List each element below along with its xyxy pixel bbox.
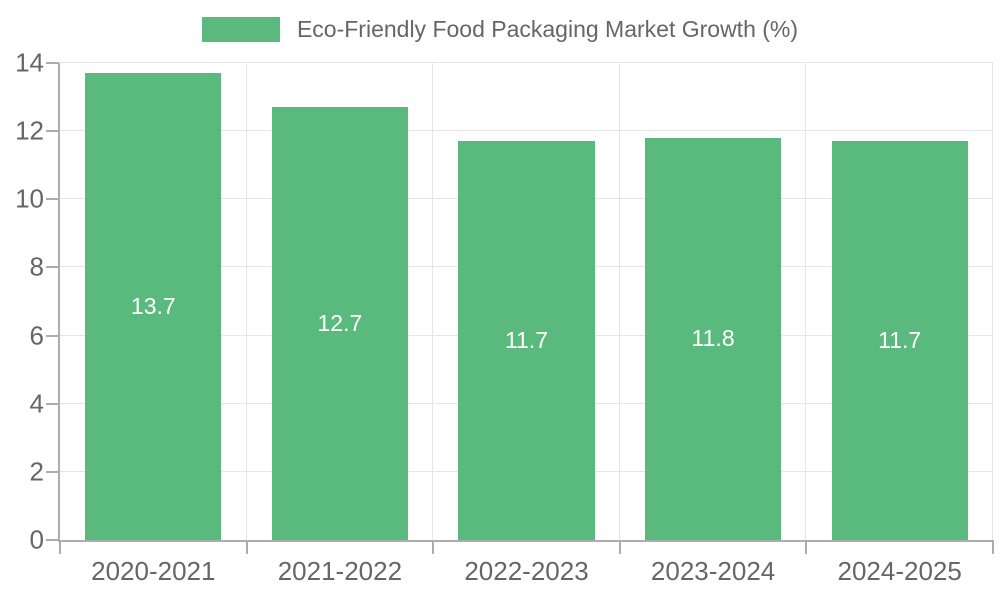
x-tick-mark (432, 540, 435, 554)
vertical-gridline (992, 63, 993, 540)
x-tick-mark (992, 540, 994, 554)
y-tick-mark (46, 266, 59, 269)
bar-2021-2022[interactable]: 12.7 (271, 107, 408, 540)
y-tick-mark (46, 62, 59, 64)
bar-2022-2023[interactable]: 11.7 (458, 141, 595, 540)
bar-value-label: 12.7 (317, 310, 363, 337)
vertical-gridline (618, 63, 620, 540)
bar-value-label: 11.8 (691, 325, 735, 352)
x-tick-mark (59, 540, 61, 554)
y-tick-mark (46, 198, 59, 201)
y-axis-label: 2 (29, 456, 44, 487)
horizontal-gridline (60, 62, 993, 63)
bar-value-label: 11.7 (504, 327, 549, 354)
y-axis-label: 10 (15, 183, 44, 214)
x-axis-label-2024-2025: 2024-2025 (837, 556, 962, 586)
vertical-gridline (805, 63, 807, 540)
bar-2024-2025[interactable]: 11.7 (831, 141, 968, 540)
bar-value-label: 13.7 (130, 293, 176, 320)
y-axis-label: 8 (29, 251, 44, 282)
vertical-gridline (432, 63, 434, 540)
y-tick-mark (46, 130, 59, 133)
bar-2020-2021[interactable]: 13.7 (85, 73, 222, 540)
y-axis-label: 12 (15, 115, 44, 146)
y-tick-mark (46, 334, 59, 337)
x-tick-mark (618, 540, 621, 554)
y-tick-mark (46, 470, 59, 473)
x-axis-label-2022-2023: 2022-2023 (464, 556, 589, 586)
y-tick-mark (46, 539, 59, 541)
horizontal-gridline (60, 130, 993, 132)
plot-area: 13.7 12.7 11.7 11.8 11.7 (58, 62, 993, 542)
x-axis-label-2021-2022: 2021-2022 (277, 556, 403, 586)
y-axis-label: 4 (29, 388, 44, 419)
vertical-gridline (245, 63, 247, 540)
y-axis-label: 6 (29, 320, 44, 351)
bar-2023-2024[interactable]: 11.8 (644, 137, 782, 540)
y-axis-label: 14 (15, 47, 44, 78)
legend-label: Eco-Friendly Food Packaging Market Growt… (296, 16, 799, 42)
chart-legend[interactable]: Eco-Friendly Food Packaging Market Growt… (0, 16, 1000, 44)
x-tick-mark (805, 540, 808, 554)
y-axis-label: 0 (29, 524, 44, 555)
bar-value-label: 11.7 (878, 327, 922, 354)
x-axis-label-2023-2024: 2023-2024 (650, 556, 776, 586)
x-axis-label-2020-2021: 2020-2021 (91, 556, 216, 586)
y-tick-mark (46, 402, 59, 405)
x-tick-mark (245, 540, 248, 554)
legend-swatch (201, 17, 280, 43)
